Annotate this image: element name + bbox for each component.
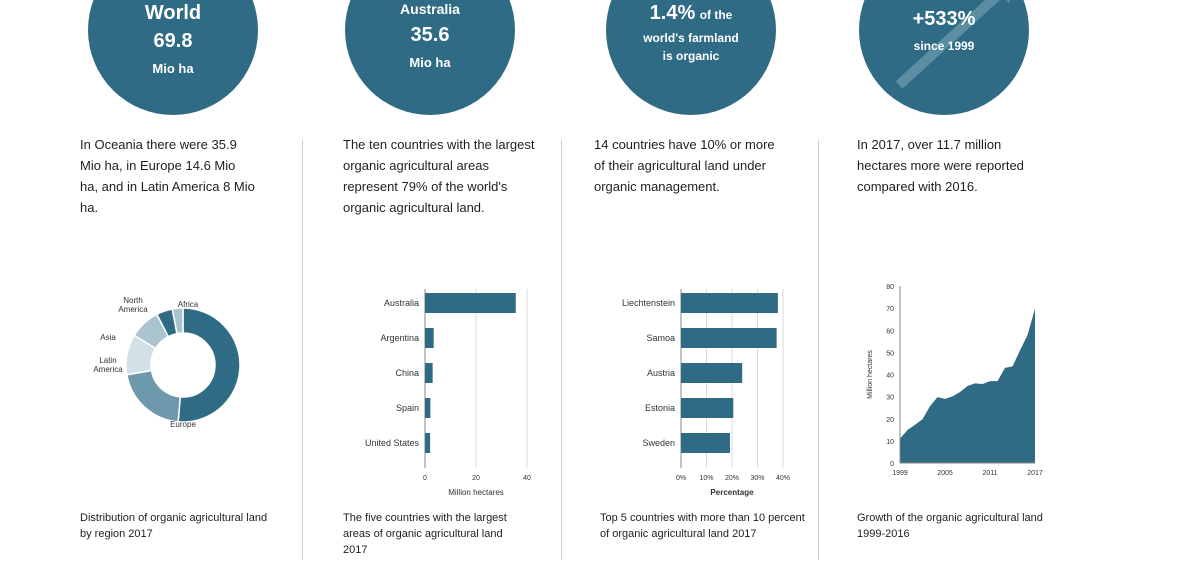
australia-caption: The five countries with the largest area… (343, 512, 507, 556)
share-bar-sweden (681, 433, 730, 453)
growth-area-chart: 0 10 20 30 40 50 60 70 80 1999 2005 2011 2017 Million… (867, 284, 1043, 477)
share-bar-austria (681, 363, 743, 383)
world-text: In Oceania there were 35.9 Mio ha, in Eu… (80, 137, 255, 215)
donut-label-north-america: North America (118, 296, 148, 314)
growth-y-axis-label: Million hectares (867, 350, 874, 399)
growth-xtick-3: 2017 (1027, 470, 1043, 477)
share-xtick-3: 30% (750, 475, 764, 482)
area-countries-label-australia: Australia (384, 298, 419, 308)
growth-area (900, 308, 1035, 463)
growth-caption: Growth of the organic agricultural land … (857, 512, 1043, 540)
share-circle-line-2: of the (699, 8, 733, 22)
growth-ytick-7: 70 (886, 306, 894, 313)
area-countries-x-axis-label: Million hectares (448, 488, 504, 497)
share-xtick-1: 10% (699, 475, 713, 482)
share-label-liechtenstein: Liechtenstein (622, 298, 675, 308)
australia-text: The ten countries with the largest organ… (343, 137, 535, 215)
world-circle-line-1: World (144, 2, 202, 24)
share-label-austria: Austria (647, 368, 675, 378)
divider-3 (818, 140, 819, 560)
share-xtick-2: 20% (725, 475, 739, 482)
growth-ytick-6: 60 (886, 328, 894, 335)
share-bar-samoa (681, 328, 777, 348)
australia-circle-line-1: Australia (400, 1, 460, 17)
australia-circle-line-2: 35.6 (410, 23, 450, 46)
divider-2 (561, 140, 562, 560)
growth-ytick-1: 10 (886, 439, 894, 446)
growth-ytick-8: 80 (886, 284, 894, 291)
growth-ytick-5: 50 (886, 350, 894, 357)
area-countries-xtick-0: 0 (423, 475, 427, 482)
area-countries-bar-china (425, 363, 433, 383)
growth-xtick-1: 2005 (937, 470, 953, 477)
share-label-sweden: Sweden (642, 438, 675, 448)
area-countries-xtick-2: 40 (523, 475, 531, 482)
panel-growth: +533% since 1999 In 2017, over 11.7 mill… (857, 0, 1117, 565)
panel-share: 1.4% of the world's farmland is organic … (594, 0, 854, 565)
world-circle-line-3: Mio ha (152, 61, 194, 76)
share-circle-percent: 1.4% (649, 2, 696, 24)
donut-label-asia: Asia (100, 333, 116, 342)
world-caption: Distribution of organic agricultural lan… (80, 512, 268, 540)
area-countries-label-argentina: Argentina (380, 333, 419, 343)
growth-ytick-0: 0 (890, 461, 894, 468)
top-share-bar-chart: 0% 10% 20% 30% 40% Liechtenstein Samoa Austria E… (622, 289, 790, 497)
area-countries-bar-argentina (425, 328, 434, 348)
growth-circle-line-1: +533% (912, 8, 976, 30)
share-bar-estonia (681, 398, 734, 418)
world-circle-line-2: 69.8 (153, 30, 193, 52)
area-countries-label-united-states: United States (365, 438, 420, 448)
area-countries-label-spain: Spain (396, 403, 419, 413)
share-circle-line-3: world's farmland (643, 31, 739, 45)
growth-arrow-icon (895, 0, 1010, 89)
share-x-axis-label: Percentage (710, 488, 754, 497)
growth-circle: +533% since 1999 (859, 0, 1029, 115)
area-countries-bar-united-states (425, 433, 431, 453)
area-countries-xtick-1: 20 (472, 475, 480, 482)
world-circle: World 69.8 Mio ha (88, 0, 258, 115)
share-label-samoa: Samoa (646, 333, 675, 343)
share-xtick-0: 0% (676, 475, 686, 482)
share-bar-liechtenstein (681, 293, 778, 313)
divider-1 (302, 140, 303, 560)
share-label-estonia: Estonia (645, 403, 675, 413)
growth-ytick-4: 40 (886, 373, 894, 380)
australia-circle: Australia 35.6 Mio ha (345, 0, 515, 115)
growth-text: In 2017, over 11.7 million hectares more… (857, 137, 1024, 194)
area-countries-label-china: China (395, 368, 419, 378)
donut-label-africa: Africa (178, 300, 199, 309)
growth-circle-line-2: since 1999 (913, 39, 975, 53)
growth-xtick-0: 1999 (892, 470, 908, 477)
growth-xtick-2: 2011 (982, 470, 997, 477)
growth-ytick-2: 20 (886, 417, 894, 424)
share-text: 14 countries have 10% or more of their a… (594, 137, 775, 194)
donut-label-europe: Europe (170, 420, 196, 429)
donut-slice-europe (125, 369, 182, 423)
area-countries-bar-australia (425, 293, 516, 313)
share-xtick-4: 40% (776, 475, 790, 482)
share-circle: 1.4% of the world's farmland is organic (606, 0, 776, 115)
region-donut-chart: OceaniaEuropeLatinAmericaAsiaNorthAmeric… (93, 296, 241, 429)
panel-australia: Australia 35.6 Mio ha The ten countries … (343, 0, 603, 565)
share-circle-line-4: is organic (662, 49, 720, 64)
area-countries-bar-spain (425, 398, 431, 418)
countries-area-bar-chart: 0 20 40 Australia Argentina China Spain United … (365, 289, 531, 497)
donut-slice-africa (171, 307, 184, 335)
panel-world: World 69.8 Mio ha In Oceania there were … (80, 0, 340, 565)
donut-label-latin-america: Latin America (93, 356, 123, 374)
donut-slice-oceania (177, 307, 241, 423)
australia-circle-line-3: Mio ha (409, 54, 451, 70)
share-caption: Top 5 countries with more than 10 percen… (600, 512, 805, 540)
share-circle-headline: 1.4% of the (606, 1, 776, 25)
growth-ytick-3: 30 (886, 395, 894, 402)
